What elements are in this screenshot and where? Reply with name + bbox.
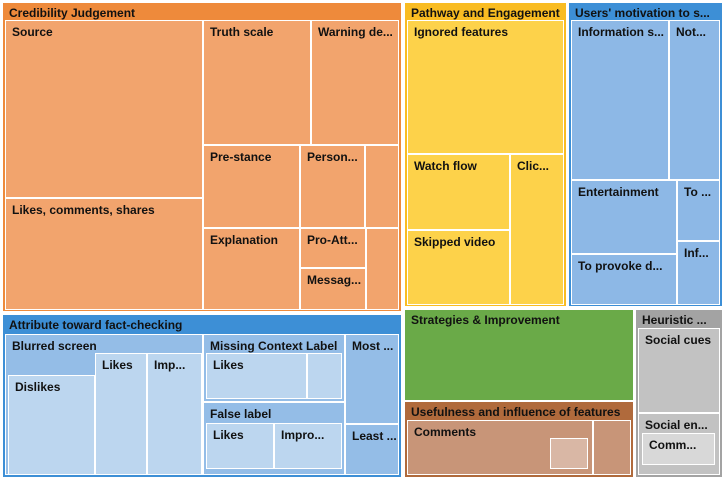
cell-pre-stance[interactable]: Pre-stance [203,145,300,228]
cell-label: Dislikes [15,380,61,394]
cell-label: False label [210,407,272,421]
group-label: Usefulness and influence of features [411,405,621,419]
cell-missing-context-likes[interactable]: Likes [206,353,307,399]
cell-explanation[interactable]: Explanation [203,228,300,310]
cell-small-orange-2[interactable] [366,228,399,310]
cell-watch-flow[interactable]: Watch flow [407,154,510,230]
group-label: Users' motivation to s... [575,6,710,20]
cell-inf[interactable]: Inf... [677,241,720,305]
group-label: Heuristic ... [642,313,707,327]
cell-likes-comments-shares[interactable]: Likes, comments, shares [5,198,203,310]
cell-label: Pre-stance [210,150,272,164]
cell-skipped-video[interactable]: Skipped video [407,230,510,305]
cell-label: Likes, comments, shares [12,203,155,217]
cell-information[interactable]: Information s... [571,20,669,180]
cell-messag[interactable]: Messag... [300,268,366,310]
cell-label: Warning de... [318,25,393,39]
cell-social-cues[interactable]: Social cues [638,328,720,413]
cell-label: Comments [414,425,477,439]
cell-label: Entertainment [578,185,659,199]
cell-label: Messag... [307,273,362,287]
cell-impro[interactable]: Impro... [274,423,342,469]
cell-label: Skipped video [414,235,496,249]
cell-to[interactable]: To ... [677,180,720,241]
cell-clic[interactable]: Clic... [510,154,564,305]
cell-truth-scale[interactable]: Truth scale [203,20,311,145]
cell-entertainment[interactable]: Entertainment [571,180,677,254]
cell-label: Likes [213,428,244,442]
cell-most[interactable]: Most ... [345,334,399,424]
cell-label: Not... [676,25,706,39]
group-label: Pathway and Engagement [411,6,560,20]
cell-label: Blurred screen [12,339,97,353]
cell-label: Likes [102,358,133,372]
cell-likes[interactable]: Likes [95,353,147,475]
cell-missing-context-small[interactable] [307,353,342,399]
cell-person[interactable]: Person... [300,145,365,228]
cell-to-provoke[interactable]: To provoke d... [571,254,677,305]
cell-label: To provoke d... [578,259,663,273]
cell-label: Social cues [645,333,712,347]
cell-label: Pro-Att... [307,233,358,247]
cell-label: Missing Context Label [210,339,338,353]
cell-comm[interactable]: Comm... [642,433,715,465]
cell-label: Information s... [578,25,665,39]
cell-label: Comm... [649,438,697,452]
cell-pro-att[interactable]: Pro-Att... [300,228,366,268]
cell-false-label-likes[interactable]: Likes [206,423,274,469]
cell-source[interactable]: Source [5,20,203,198]
cell-label: Ignored features [414,25,509,39]
cell-label: Most ... [352,339,394,353]
cell-warning[interactable]: Warning de... [311,20,399,145]
group-label: Credibility Judgement [9,6,136,20]
cell-label: Person... [307,150,358,164]
cell-label: Impro... [281,428,325,442]
cell-label: Social en... [645,418,708,432]
cell-comments-inner[interactable] [550,438,588,469]
group-label: Attribute toward fact-checking [9,318,183,332]
cell-label: Source [12,25,53,39]
cell-label: Imp... [154,358,186,372]
cell-imp[interactable]: Imp... [147,353,202,475]
group-strategies-improvement[interactable]: Strategies & Improvement [404,309,634,401]
cell-ignored-features[interactable]: Ignored features [407,20,564,154]
cell-not[interactable]: Not... [669,20,720,180]
cell-label: Watch flow [414,159,477,173]
cell-dislikes[interactable]: Dislikes [8,375,95,475]
group-label: Strategies & Improvement [411,313,560,327]
cell-least[interactable]: Least ... [345,424,399,475]
cell-label: Likes [213,358,244,372]
cell-label: Explanation [210,233,279,247]
cell-label: Least ... [352,429,397,443]
cell-label: To ... [684,185,712,199]
cell-usefulness-small[interactable] [593,420,631,475]
cell-label: Truth scale [210,25,274,39]
cell-small-orange-1[interactable] [365,145,399,228]
cell-label: Clic... [517,159,550,173]
cell-label: Inf... [684,246,709,260]
